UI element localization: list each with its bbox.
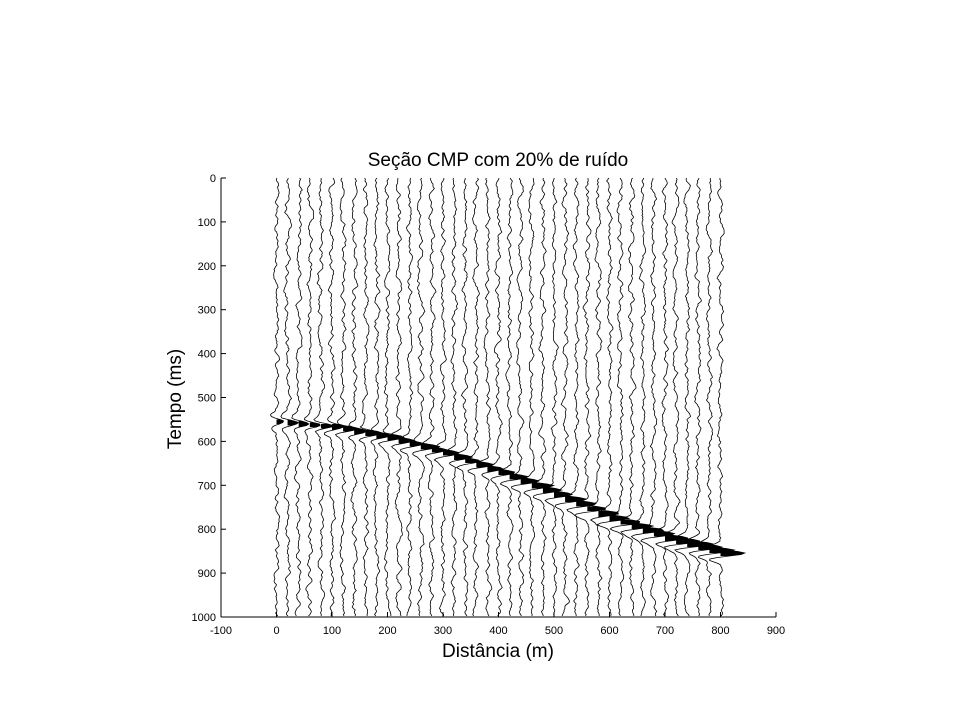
trace-line	[422, 177, 447, 617]
trace-line	[697, 177, 736, 617]
trace-peak-fill	[298, 421, 309, 427]
trace-line	[708, 177, 747, 617]
trace-line	[630, 177, 665, 617]
trace-line	[653, 177, 688, 617]
trace-peak-fill	[309, 422, 321, 427]
trace-line	[532, 177, 564, 617]
trace-line	[467, 177, 495, 617]
y-tick-label: 500	[198, 393, 216, 405]
y-tick-label: 800	[198, 524, 216, 536]
x-tick-label: -100	[210, 625, 232, 637]
trace-line	[390, 177, 416, 617]
x-tick-label: 100	[323, 625, 341, 637]
x-axis-label: Distância (m)	[442, 641, 554, 662]
y-tick-label: 1000	[192, 612, 216, 624]
y-tick-label: 900	[198, 568, 216, 580]
y-tick-label: 300	[198, 305, 216, 317]
trace-line	[618, 177, 655, 617]
trace-line	[510, 177, 540, 617]
trace-line	[596, 177, 631, 617]
x-tick-label: 400	[489, 625, 507, 637]
trace-line	[565, 177, 597, 617]
trace-line	[499, 177, 529, 617]
y-tick-label: 600	[198, 436, 216, 448]
trace-peak-fill	[376, 433, 391, 439]
trace-line	[303, 177, 321, 617]
y-tick-label: 400	[198, 349, 216, 361]
trace-line	[280, 177, 300, 617]
trace-peak-fill	[387, 434, 404, 441]
trace-line	[477, 177, 505, 617]
trace-peak-fill	[343, 425, 358, 432]
trace-line	[573, 177, 606, 617]
trace-peak-fill	[409, 440, 424, 447]
trace-line	[358, 177, 383, 617]
trace-line	[400, 177, 425, 617]
x-tick-label: 700	[656, 625, 674, 637]
trace-peak-fill	[598, 511, 619, 517]
trace-line	[489, 177, 516, 617]
x-tick-label: 200	[378, 625, 396, 637]
y-ticks: 0 100 200 300 400 500 600 700 800 900 1000	[192, 173, 226, 624]
trace-line	[412, 177, 441, 617]
trace-line	[523, 177, 556, 617]
trace-line	[544, 177, 574, 617]
trace-line	[335, 177, 359, 617]
trace-line	[447, 177, 474, 617]
trace-line	[377, 177, 406, 617]
trace-peak-fill	[354, 428, 367, 435]
y-tick-label: 0	[210, 173, 216, 185]
trace-line	[609, 177, 641, 617]
axes	[220, 178, 776, 618]
trace-line	[588, 177, 619, 617]
x-tick-label: 0	[273, 625, 279, 637]
trace-line	[455, 177, 482, 617]
trace-line	[323, 177, 345, 617]
y-tick-label: 700	[198, 480, 216, 492]
trace-line	[370, 177, 392, 617]
trace-line	[291, 177, 310, 617]
trace-line	[269, 177, 285, 617]
chart-title: Seção CMP com 20% de ruído	[368, 150, 629, 171]
trace-peak-fill	[320, 424, 334, 429]
x-tick-label: 900	[767, 625, 785, 637]
x-tick-label: 600	[600, 625, 618, 637]
y-tick-label: 200	[198, 261, 216, 273]
y-tick-label: 100	[198, 217, 216, 229]
trace-peak-fill	[720, 550, 745, 556]
x-ticks: -100 0 100 200 300 400 500 600 700 800 900	[210, 612, 785, 637]
trace-peak-fill	[287, 419, 299, 426]
seismic-traces	[269, 177, 747, 617]
trace-line	[347, 177, 367, 617]
y-axis-label: Tempo (ms)	[165, 349, 186, 449]
trace-line	[554, 177, 588, 617]
trace-peak-fill	[487, 466, 503, 472]
trace-line	[640, 177, 676, 617]
trace-peak-fill	[332, 424, 344, 430]
trace-line	[313, 177, 335, 617]
trace-peak-fill	[276, 419, 284, 424]
trace-line	[686, 177, 724, 617]
x-tick-label: 500	[545, 625, 563, 637]
x-tick-label: 800	[711, 625, 729, 637]
trace-line	[433, 177, 460, 617]
x-tick-label: 300	[434, 625, 452, 637]
